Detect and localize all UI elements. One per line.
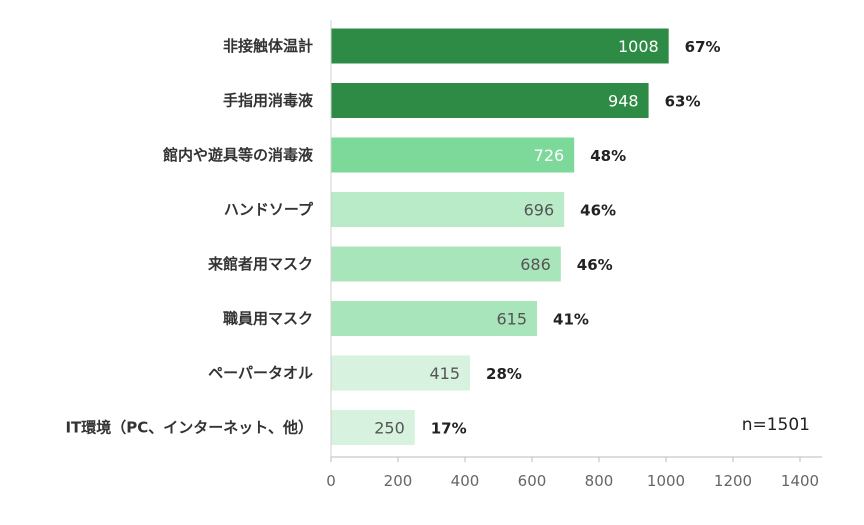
x-tick-label: 800 [585, 472, 614, 490]
bar [331, 83, 649, 118]
bar-value-label: 686 [520, 255, 551, 274]
sample-size-annotation: n=1501 [742, 415, 810, 435]
percent-label: 63% [665, 93, 701, 111]
percent-label: 46% [580, 202, 616, 220]
bar [331, 410, 415, 445]
percent-label: 67% [685, 38, 721, 56]
category-label: 非接触体温計 [223, 37, 313, 55]
bar-value-label: 948 [608, 92, 639, 111]
bar-group: IT環境（PC、インターネット、他） 250 17% [65, 410, 467, 445]
bar [331, 137, 575, 173]
category-label: ハンドソープ [224, 201, 314, 219]
bar-value-label: 726 [534, 146, 565, 165]
percent-label: 28% [486, 365, 522, 383]
percent-label: 41% [553, 311, 589, 329]
category-label: IT環境（PC、インターネット、他） [65, 419, 313, 437]
bar-group: 来館者用マスク 686 46% [207, 246, 613, 282]
bar-group: 手指用消毒液 948 63% [223, 83, 701, 118]
bar-group: 職員用マスク 615 41% [223, 301, 589, 336]
x-tick-label: 0 [326, 472, 336, 490]
bar [331, 246, 561, 282]
bar-group: 非接触体温計 1008 67% [223, 28, 721, 64]
category-label: 手指用消毒液 [223, 92, 314, 110]
percent-label: 46% [577, 256, 613, 274]
bar [331, 355, 471, 391]
bar-group: 館内や遊具等の消毒液 726 48% [162, 137, 626, 173]
percent-label: 48% [590, 147, 626, 165]
bar [331, 28, 669, 64]
x-tick-label: 1000 [647, 472, 685, 490]
bar-value-label: 696 [524, 201, 555, 220]
bars-layer: 非接触体温計 1008 67% 手指用消毒液 948 63% 館内や遊具等の消毒液 726 48… [65, 28, 721, 445]
category-label: 来館者用マスク [207, 255, 313, 273]
bar-value-label: 250 [374, 419, 405, 438]
category-label: ペーパータオル [208, 364, 313, 382]
bar-value-label: 1008 [618, 37, 659, 56]
bar-value-label: 615 [496, 310, 527, 329]
x-tick-label: 1200 [714, 472, 752, 490]
category-label: 館内や遊具等の消毒液 [162, 146, 314, 164]
x-tick-label: 400 [451, 472, 480, 490]
category-label: 職員用マスク [223, 310, 313, 328]
bar [331, 301, 538, 336]
x-tick-label: 1400 [781, 472, 819, 490]
bar [331, 192, 565, 227]
bar-group: ハンドソープ 696 46% [224, 192, 616, 227]
bar-value-label: 415 [429, 364, 460, 383]
x-tick-label: 600 [518, 472, 547, 490]
x-axis: 0 200 400 600 800 1000 1200 1400 [326, 20, 822, 490]
x-tick-label: 200 [384, 472, 413, 490]
bar-group: ペーパータオル 415 28% [208, 355, 522, 391]
percent-label: 17% [431, 420, 467, 438]
